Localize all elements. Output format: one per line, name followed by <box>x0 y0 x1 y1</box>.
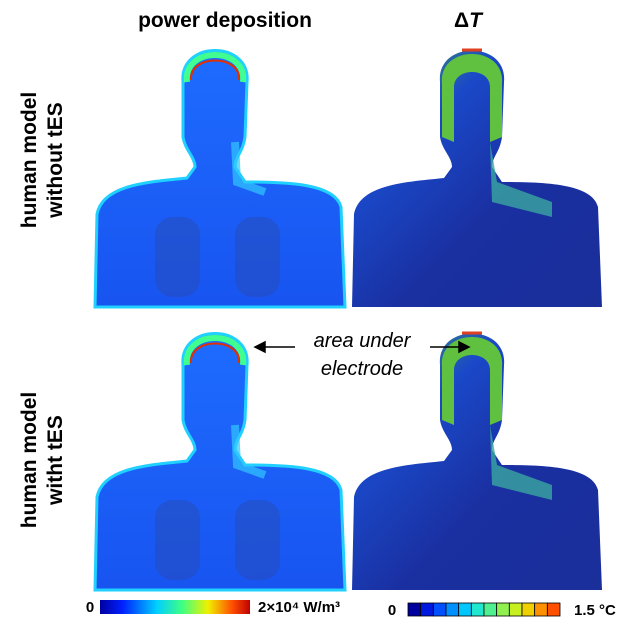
colorbar-max: 1.5 °C <box>574 602 616 619</box>
colorbar-step <box>546 602 561 617</box>
colorbar-step <box>470 602 485 617</box>
colorbar-step <box>508 602 523 617</box>
row-label-line: without tES <box>44 102 67 218</box>
colorbar-step <box>521 602 536 617</box>
panel-image <box>95 334 345 591</box>
column-title: ΔT <box>454 9 484 32</box>
colorbar-step <box>432 602 447 617</box>
title-symbol: T <box>469 9 484 32</box>
colorbar-step <box>458 602 472 617</box>
colorbar-max: 2×10⁴ W/m³ <box>258 599 340 616</box>
colorbar-min: 0 <box>388 602 396 619</box>
colorbar-step <box>445 602 460 617</box>
panel-image <box>352 50 602 307</box>
column-title: power deposition <box>138 9 312 32</box>
title-delta: Δ <box>454 9 469 32</box>
colorbar-step <box>407 602 422 617</box>
row-label: human model witht tES <box>18 392 67 529</box>
row-label-line: human model <box>18 392 41 529</box>
row-label: human model without tES <box>18 92 67 229</box>
colorbar <box>407 602 561 617</box>
row-label-line: witht tES <box>44 415 67 506</box>
colorbar-step <box>420 602 434 617</box>
colorbar-step <box>483 602 498 617</box>
annotation-arrows <box>253 340 471 354</box>
annotation-line: area under <box>314 330 412 352</box>
annotation-line: electrode <box>321 358 403 380</box>
panel-image <box>95 51 345 308</box>
colorbar-min: 0 <box>86 599 94 616</box>
row-label-line: human model <box>18 92 41 229</box>
colorbar-step <box>496 602 510 617</box>
colorbar <box>100 600 250 614</box>
colorbar-step <box>534 602 548 617</box>
